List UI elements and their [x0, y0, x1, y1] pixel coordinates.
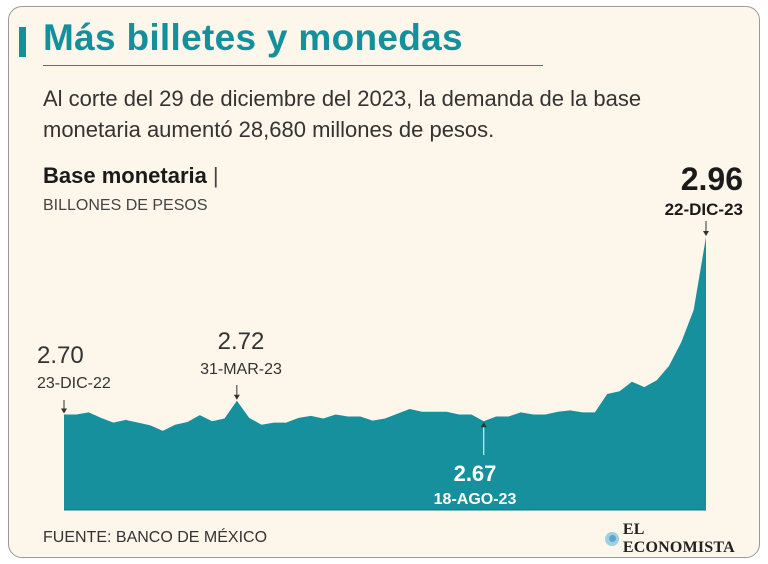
annotation-arrow	[703, 231, 709, 236]
subtitle: Al corte del 29 de diciembre del 2023, l…	[43, 86, 642, 142]
page-title: Más billetes y monedas	[43, 17, 463, 58]
data-label-value: 2.72	[218, 328, 265, 355]
series-title-text: Base monetaria	[43, 163, 207, 188]
data-label-value: 2.67	[454, 461, 497, 486]
annotation-arrow	[233, 394, 240, 400]
data-label-date: 18-AGO-23	[434, 491, 517, 508]
series-title: Base monetaria |	[43, 163, 219, 189]
title-divider	[43, 65, 543, 66]
annotation-arrow	[61, 408, 67, 414]
data-label-value: 2.96	[681, 161, 743, 197]
infographic-card: Más billetes y monedas Al corte del 29 d…	[8, 6, 760, 558]
data-label-date: 22-DIC-23	[665, 200, 743, 219]
annotation-arrow	[480, 422, 487, 428]
title-accent-bar	[19, 27, 26, 57]
data-label-date: 31-MAR-23	[200, 361, 282, 378]
data-label-date: 23-DIC-22	[37, 375, 111, 392]
units-label: BILLONES DE PESOS	[43, 197, 208, 214]
logo-icon	[605, 532, 619, 546]
brand-logo: EL ECONOMISTA	[605, 521, 759, 556]
series-title-separator: |	[212, 163, 219, 188]
area-chart: 2.70 23-DIC-22 2.72 31-MAR-23 2.67 18-AGO-23 2…	[37, 161, 743, 511]
source-note: FUENTE: BANCO DE MÉXICO	[43, 529, 268, 546]
series-area	[64, 237, 706, 510]
data-label-value: 2.70	[37, 342, 84, 369]
logo-text: EL ECONOMISTA	[622, 521, 735, 556]
